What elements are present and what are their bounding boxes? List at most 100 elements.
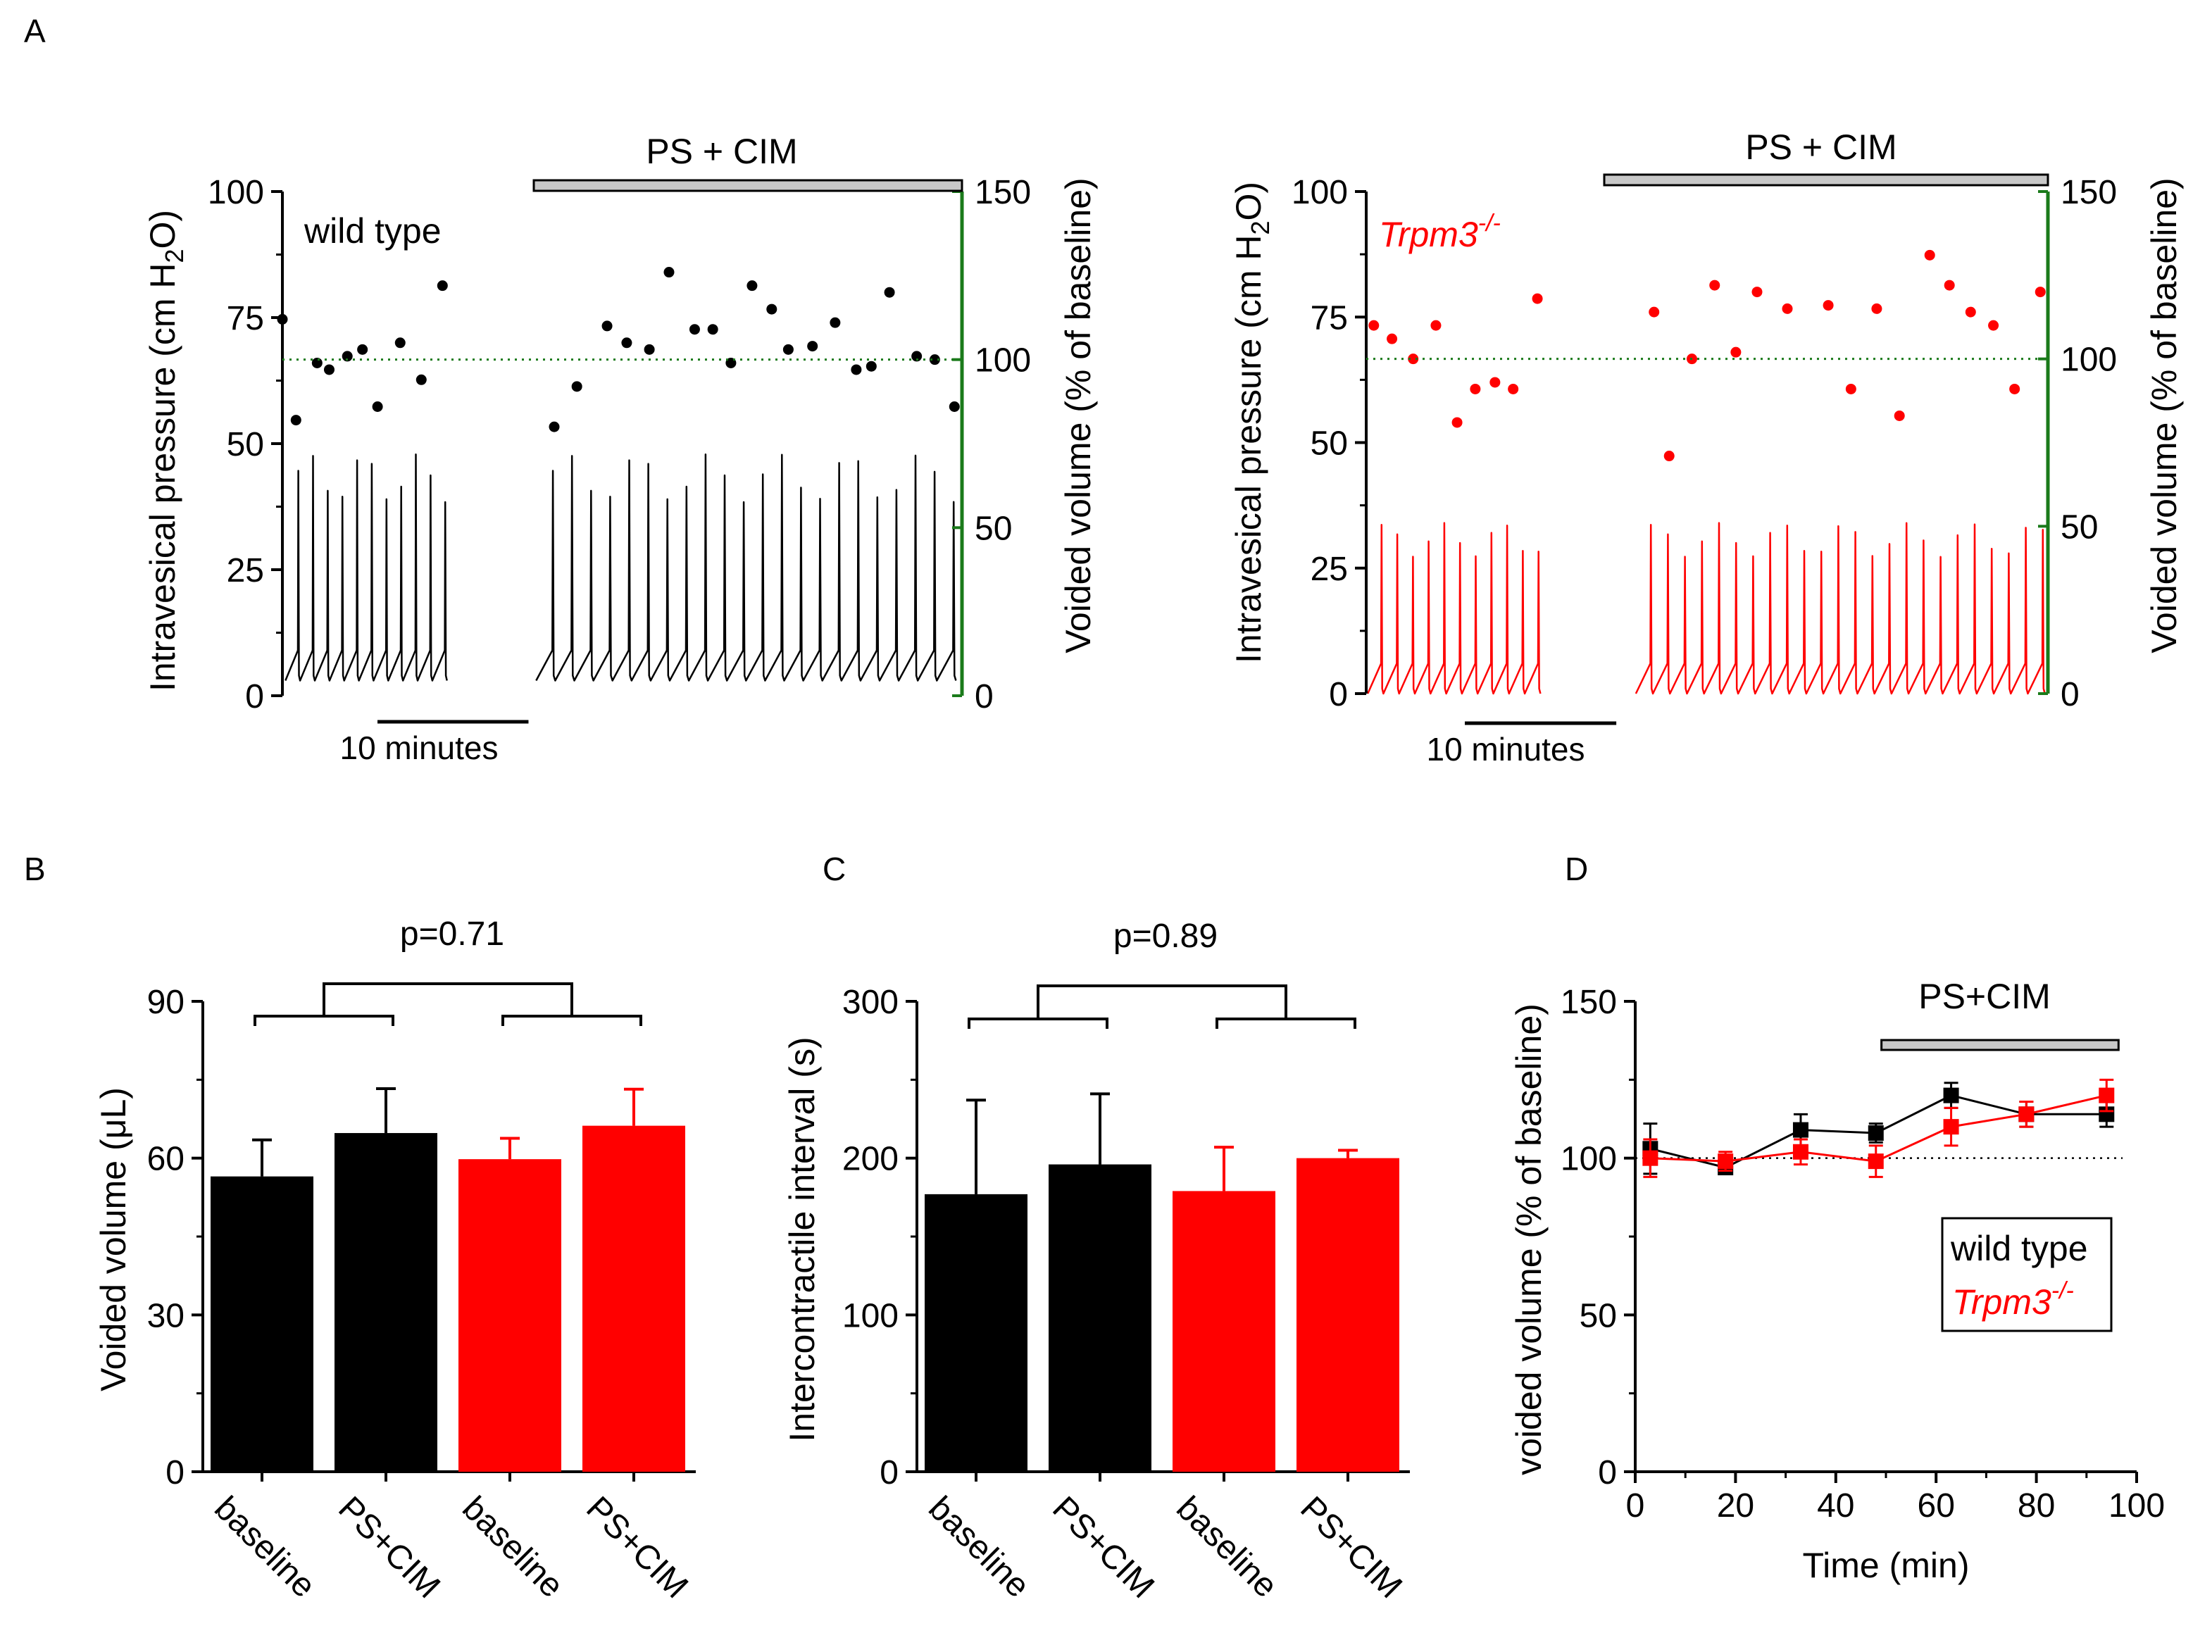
bar <box>211 1176 313 1472</box>
data-point <box>1943 1119 1959 1135</box>
voided-volume-point <box>1845 383 1856 394</box>
voided-volume-point <box>290 415 301 426</box>
data-point <box>1792 1122 1808 1138</box>
legend-entry-trpm3: Trpm3-/- <box>1952 1277 2074 1322</box>
voided-volume-point <box>415 374 427 385</box>
voided-volume-point <box>1944 280 1955 291</box>
voided-volume-point <box>782 344 794 355</box>
trace-treatment-segment <box>535 453 957 682</box>
x-axis-tick-label: baseline <box>1169 1489 1285 1605</box>
right-axis-tick-label: 50 <box>2061 508 2098 546</box>
trace-baseline-segment <box>1367 522 1542 695</box>
voided-volume-point <box>437 280 448 292</box>
voided-volume-point <box>1489 377 1501 388</box>
x-axis-tick-label: 0 <box>1626 1487 1645 1525</box>
axes-trpm3: 0 25 50 75 100 0 50 100 150 <box>1292 173 2117 725</box>
data-point <box>2099 1087 2115 1103</box>
voided-volume-point <box>1532 293 1543 304</box>
voided-volume-point <box>689 324 700 335</box>
right-axis-tick-label: 100 <box>2061 342 2117 379</box>
bar <box>582 1125 685 1472</box>
bracket-trpm3 <box>501 1015 642 1026</box>
x-axis-tick-label: 60 <box>1918 1487 1955 1525</box>
panel-a-wild-type: 0 25 50 75 100 0 50 100 150 wild type PS + CIM 1… <box>143 132 1098 766</box>
right-axis-label-trpm3: Voided volume (% of baseline) <box>2144 177 2184 653</box>
genotype-label-trpm3: Trpm3-/- <box>1379 210 1501 254</box>
bracket-wild-type <box>254 1015 394 1026</box>
right-axis-label-wild-type: Voided volume (% of baseline) <box>1058 177 1098 653</box>
x-axis-tick-label: 20 <box>1717 1487 1754 1525</box>
voided-volume-point <box>1823 300 1834 311</box>
voided-volume-point <box>1430 320 1442 331</box>
voided-volume-point <box>394 337 406 349</box>
p-value-c: p=0.89 <box>1113 918 1218 955</box>
voided-volume-points-wild-type <box>277 267 960 432</box>
axes-wild-type: 0 25 50 75 100 0 50 100 150 <box>208 174 1031 724</box>
trace-baseline-segment <box>285 453 448 682</box>
y-axis-tick-label: 0 <box>880 1454 899 1491</box>
voided-volume-point <box>866 361 877 372</box>
y-axis-tick-label: 150 <box>1561 984 1617 1021</box>
voided-volume-point <box>1709 280 1720 291</box>
x-axis-tick-label: baseline <box>455 1489 570 1605</box>
voided-volume-points-trpm3 <box>1368 249 2046 462</box>
right-axis-tick-label: 100 <box>975 342 1031 380</box>
right-axis-tick-label: 0 <box>2061 676 2080 713</box>
data-point <box>1868 1153 1884 1170</box>
voided-volume-point <box>2009 383 2020 394</box>
pressure-trace-trpm3 <box>1367 522 2046 695</box>
voided-volume-point <box>1871 303 1882 314</box>
pressure-trace-wild-type <box>285 453 957 682</box>
left-axis-tick-label: 100 <box>1292 174 1348 211</box>
bracket-wild-type <box>968 1018 1108 1029</box>
legend-entry-wild-type: wild type <box>1950 1229 2088 1268</box>
panel-label-c: C <box>823 851 846 887</box>
left-axis-tick-label: 0 <box>245 678 264 715</box>
voided-volume-point <box>311 357 323 368</box>
voided-volume-point <box>2035 287 2046 298</box>
y-axis-tick-label: 200 <box>842 1141 899 1178</box>
data-point <box>1718 1153 1734 1170</box>
voided-volume-point <box>372 401 383 412</box>
bracket-between-genotypes <box>323 982 573 1016</box>
left-axis-tick-label: 75 <box>227 300 264 337</box>
left-axis-tick-label: 75 <box>1311 299 1348 337</box>
right-axis-tick-label: 0 <box>975 678 994 715</box>
right-axis-tick-label: 50 <box>975 510 1012 547</box>
y-axis-label-c: Intercontractile interval (s) <box>782 1037 822 1441</box>
voided-volume-point <box>746 280 758 292</box>
voided-volume-point <box>323 364 335 375</box>
voided-volume-point <box>1782 303 1793 314</box>
treatment-label-trpm3: PS + CIM <box>1745 127 1897 167</box>
voided-volume-point <box>1663 451 1675 462</box>
y-axis-tick-label: 100 <box>1561 1141 1617 1178</box>
voided-volume-point <box>1408 353 1419 365</box>
bracket-trpm3 <box>1216 1018 1356 1029</box>
x-axis-tick-label: PS+CIM <box>331 1489 447 1606</box>
data-point <box>1792 1144 1808 1160</box>
data-point <box>1868 1125 1884 1141</box>
voided-volume-point <box>851 364 862 375</box>
left-axis-tick-label: 25 <box>1311 551 1348 588</box>
voided-volume-point <box>601 320 613 332</box>
left-axis-tick-label: 50 <box>227 426 264 463</box>
voided-volume-point <box>342 351 353 362</box>
voided-volume-point <box>766 304 777 315</box>
bar <box>1173 1191 1275 1472</box>
treatment-label-d: PS+CIM <box>1918 977 2051 1016</box>
y-axis-tick-label: 30 <box>147 1297 185 1334</box>
left-axis-label-trpm3: Intravesical pressure (cm H2O) <box>1229 182 1275 663</box>
genotype-label-wild-type: wild type <box>304 211 442 251</box>
treatment-bar <box>532 179 963 192</box>
legend-box <box>1941 1217 2113 1332</box>
panel-a-trpm3: 0 25 50 75 100 0 50 100 150 Trpm3-/- PS + CIM 10… <box>1229 127 2184 768</box>
voided-volume-point <box>911 351 923 362</box>
data-point <box>1642 1150 1658 1166</box>
y-axis-tick-label: 90 <box>147 984 185 1021</box>
scale-bar-label-wild-type: 10 minutes <box>339 730 498 766</box>
x-axis-tick-label: 80 <box>2018 1487 2055 1525</box>
